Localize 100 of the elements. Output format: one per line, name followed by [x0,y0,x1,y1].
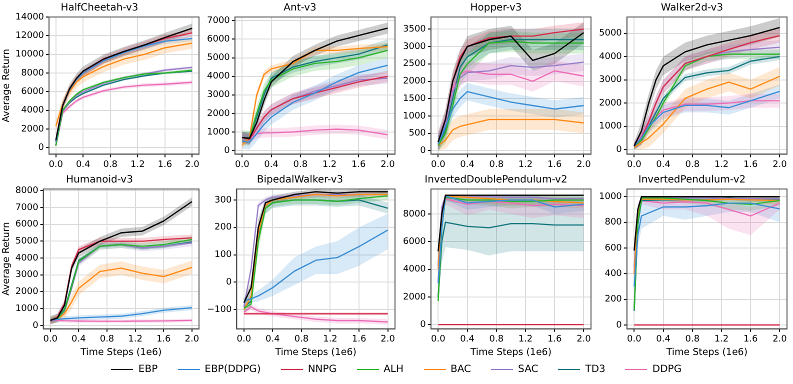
y-tick-label: 1000 [207,127,230,138]
x-tick-label: 0.0 [236,334,252,345]
x-tick-label: 1.2 [518,334,533,345]
y-tick-label: 4000 [207,72,230,82]
x-axis-title: Time Steps (1e6) [80,346,162,358]
y-tick-label: 7000 [207,16,230,26]
y-tick-label: 2000 [599,98,622,108]
x-tick-label: 1.2 [518,160,533,170]
y-tick-label: 2000 [15,287,39,298]
y-tick-label: 4000 [599,52,622,62]
chart-title: BipedalWalker-v3 [256,174,344,186]
y-tick-label: 2000 [207,108,230,119]
legend-label: BAC [450,364,472,374]
x-tick-label: 1.2 [714,160,729,170]
y-tick-label: 0 [420,320,426,330]
x-tick-label: 1.6 [351,160,366,170]
x-tick-label: 1.2 [130,160,145,170]
y-tick-label: 500 [408,128,426,139]
x-tick-label: 0.8 [489,160,504,170]
y-tick-label: 8000 [15,186,39,196]
x-tick-label: 2.0 [772,160,788,170]
legend-label: EBP(DDPG) [204,364,261,374]
chart-title: Humanoid-v3 [66,174,133,186]
legend-label: TD3 [585,364,606,374]
x-tick-label: 0.8 [685,160,700,170]
y-tick-label: 14000 [15,12,44,22]
x-tick-label: 0.0 [627,334,642,345]
x-axis-title: Time Steps (1e6) [274,346,356,358]
chart-title: Ant-v3 [284,2,316,14]
x-tick-label: 2.0 [576,160,592,170]
y-tick-label: 5000 [599,28,622,39]
y-tick-label: 1000 [599,192,622,202]
x-tick-label: 0.4 [656,334,671,345]
x-tick-label: 1.6 [156,334,172,345]
y-axis-title: Average Return [1,222,12,296]
x-tick-label: 1.6 [158,160,172,170]
y-axis-title: Average Return [1,48,12,122]
y-tick-label: 0 [616,320,622,330]
chart-title: Hopper-v3 [470,2,522,14]
y-tick-label: 10000 [15,50,44,60]
y-tick-label: 4000 [15,253,39,264]
x-tick-label: 1.2 [128,334,142,345]
y-tick-label: 3500 [403,24,426,34]
x-tick-label: 0.8 [293,160,308,170]
y-tick-label: 8000 [403,209,426,220]
y-tick-label: 100 [214,250,232,260]
y-tick-label: 0 [224,146,230,156]
x-tick-label: 0.0 [43,334,58,345]
y-tick-label: 2500 [403,59,426,70]
y-tick-label: 200 [604,294,622,305]
y-tick-label: 5000 [15,236,39,247]
legend-label: DDPG [652,364,682,374]
y-tick-label: 3000 [207,90,230,100]
x-tick-label: 0.8 [489,334,504,345]
y-tick-label: 7000 [15,202,39,213]
y-tick-label: 1000 [599,122,622,132]
x-tick-label: 2.0 [772,334,788,345]
y-tick-label: 6000 [15,220,39,230]
legend-label: EBP [138,364,158,374]
x-tick-label: 0.4 [266,334,280,345]
y-tick-label: 2000 [21,124,44,134]
x-tick-label: 0.0 [431,334,446,345]
x-tick-label: 0.0 [48,160,64,170]
legend-label: ALH [384,364,404,374]
y-tick-label: 1000 [403,111,426,122]
x-tick-label: 0.0 [235,160,250,170]
x-tick-label: 0.4 [656,160,671,170]
x-tick-label: 2.0 [184,334,200,345]
y-tick-label: 5000 [207,53,230,64]
y-tick-label: 4000 [403,264,426,275]
y-tick-label: 2000 [403,292,426,302]
y-tick-label: 2000 [403,76,426,87]
y-tick-label: 6000 [403,236,426,247]
x-tick-label: 2.0 [185,160,200,170]
x-tick-label: 0.8 [294,334,309,345]
x-tick-label: 0.4 [264,160,279,170]
x-tick-label: 1.6 [547,334,562,345]
y-tick-label: 3000 [15,270,39,280]
y-tick-label: 3000 [403,42,426,52]
x-tick-label: 0.4 [460,160,475,170]
y-tick-label: 600 [604,243,622,254]
x-tick-label: 2.0 [576,334,592,345]
x-tick-label: 0.8 [103,160,118,170]
y-tick-label: 12000 [15,31,44,42]
x-tick-label: 0.0 [627,160,642,170]
x-tick-label: 0.8 [100,334,114,345]
chart-title: HalfCheetah-v3 [60,2,138,14]
y-tick-label: 0 [226,278,232,288]
x-tick-label: 2.0 [380,334,396,345]
x-tick-label: 1.2 [322,160,337,170]
x-tick-label: 1.6 [743,334,758,345]
y-tick-label: 0 [616,144,622,155]
x-tick-label: 0.4 [76,160,91,170]
y-tick-label: 4000 [21,106,44,116]
x-tick-label: 1.6 [547,160,562,170]
x-tick-label: 2.0 [380,160,396,170]
x-tick-label: 0.0 [431,160,446,170]
legend-label: SAC [518,364,538,374]
x-tick-label: 1.2 [714,334,729,345]
y-tick-label: 0 [32,320,39,331]
